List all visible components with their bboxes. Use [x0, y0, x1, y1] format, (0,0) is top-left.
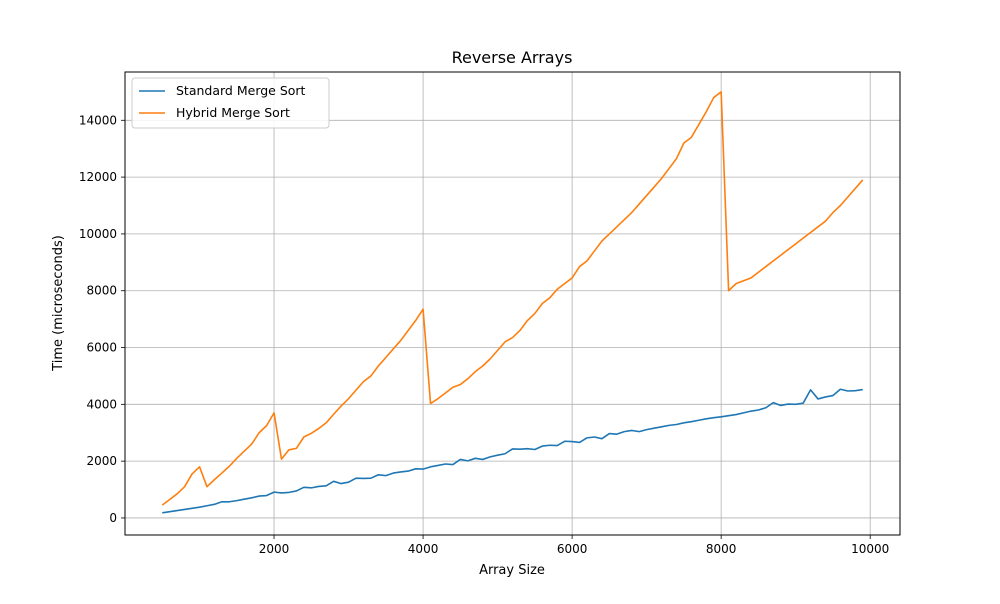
series-line-hybrid-merge-sort: [161, 91, 864, 506]
chart-title: Reverse Arrays: [452, 48, 573, 67]
series-line-standard-merge-sort: [162, 388, 863, 514]
y-tick-label: 10000: [79, 227, 117, 241]
plot-frame: [124, 71, 901, 536]
x-tick-label: 8000: [706, 542, 737, 556]
y-tick-label: 4000: [86, 397, 117, 411]
y-tick-label: 8000: [86, 284, 117, 298]
y-tick-label: 6000: [86, 341, 117, 355]
x-tick-label: 2000: [259, 542, 290, 556]
y-tick-label: 2000: [86, 454, 117, 468]
grid: [125, 72, 900, 535]
legend-box: [131, 77, 330, 129]
x-tick-label: 10000: [851, 542, 889, 556]
y-tick-label: 14000: [79, 113, 117, 127]
y-tick-label: 0: [109, 511, 117, 525]
x-axis-label: Array Size: [479, 563, 545, 578]
plot-lines: [161, 91, 864, 514]
legend-label: Standard Merge Sort: [176, 83, 306, 98]
y-axis-label: Time (microseconds): [51, 235, 66, 372]
axis-ticks: 2000 4000 6000 8000 10000 0 2000 4000 6000 8000 10…: [79, 113, 889, 556]
x-tick-label: 6000: [557, 542, 588, 556]
legend-label: Hybrid Merge Sort: [176, 105, 290, 120]
y-tick-label: 12000: [79, 170, 117, 184]
legend: Standard Merge Sort Hybrid Merge Sort: [131, 77, 330, 129]
x-tick-label: 4000: [408, 542, 439, 556]
